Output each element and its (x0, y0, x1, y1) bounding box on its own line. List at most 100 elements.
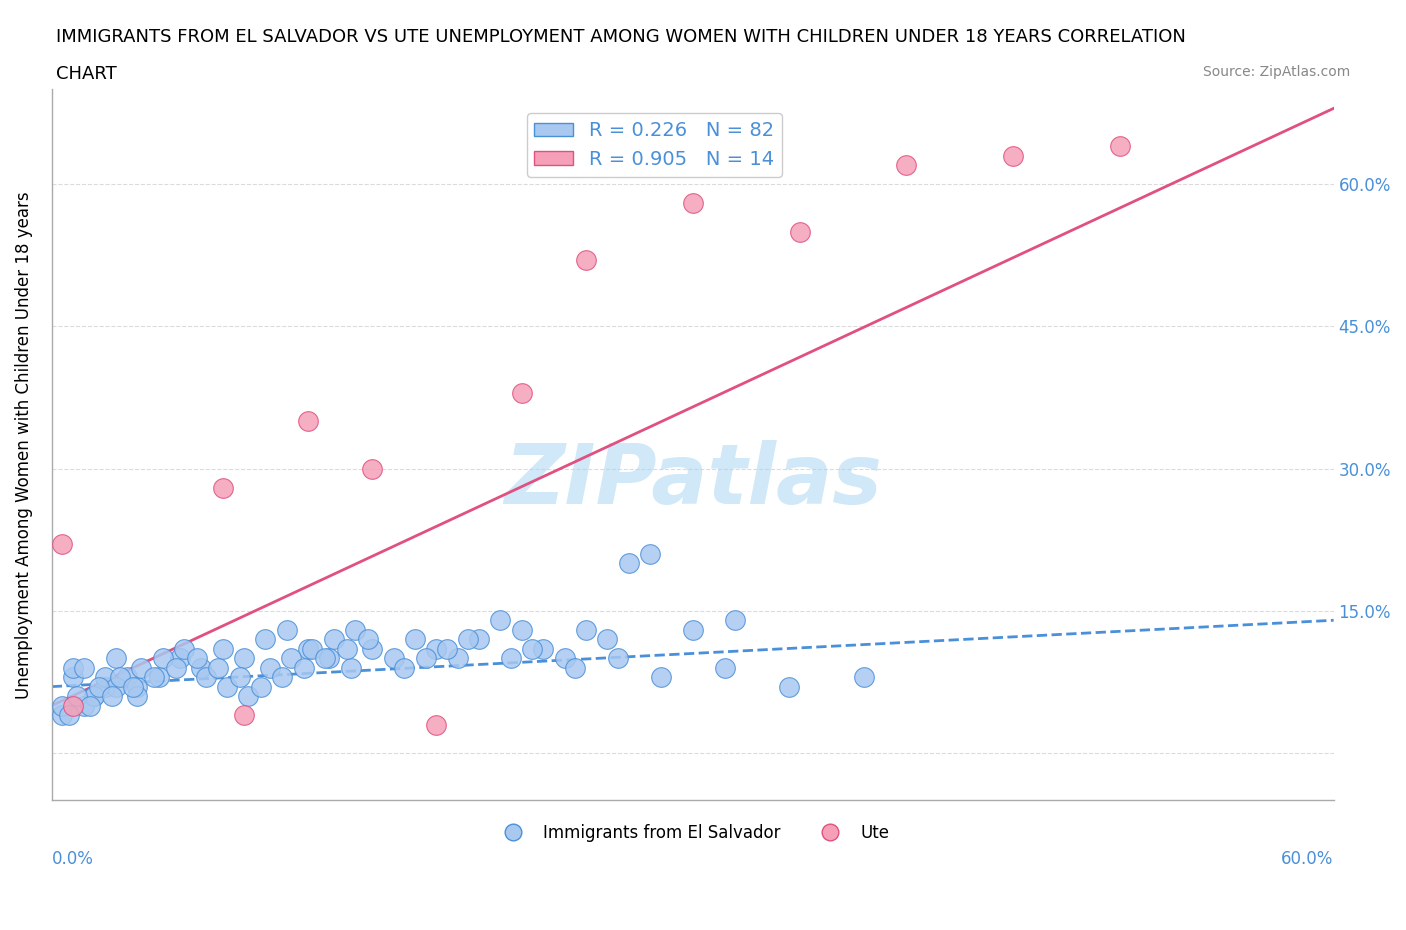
Point (297, 414, 319, 429)
Point (415, 651, 437, 666)
Point (361, 642, 384, 657)
Point (66, 688, 89, 703)
Point (233, 651, 256, 666)
Point (564, 660, 586, 675)
Point (489, 613, 512, 628)
Point (436, 642, 458, 657)
Point (152, 651, 174, 666)
Point (259, 660, 281, 675)
Point (207, 660, 229, 675)
Point (215, 679, 238, 694)
Point (314, 651, 336, 666)
Text: 0.0%: 0.0% (52, 850, 94, 868)
Y-axis label: Unemployment Among Women with Children Under 18 years: Unemployment Among Women with Children U… (15, 191, 32, 698)
Point (344, 622, 367, 637)
Point (606, 651, 628, 666)
Point (468, 631, 491, 646)
Point (650, 670, 672, 684)
Point (404, 631, 426, 646)
Point (83, 688, 105, 703)
Point (190, 660, 212, 675)
Point (169, 651, 191, 666)
Point (127, 679, 149, 694)
Point (1002, 148, 1025, 163)
Point (425, 717, 447, 732)
Point (724, 613, 747, 628)
Point (104, 679, 127, 694)
Point (254, 631, 277, 646)
Point (280, 651, 302, 666)
Point (73, 698, 96, 713)
Point (501, 651, 523, 666)
Point (79, 698, 101, 713)
Point (250, 679, 273, 694)
Point (575, 622, 598, 637)
Text: ZIPatlas: ZIPatlas (503, 440, 882, 521)
Point (58, 708, 80, 723)
Point (789, 224, 811, 239)
Point (233, 708, 256, 723)
Point (778, 679, 800, 694)
Point (276, 622, 298, 637)
Point (238, 688, 260, 703)
Text: Source: ZipAtlas.com: Source: ZipAtlas.com (1202, 65, 1350, 79)
Text: CHART: CHART (56, 65, 117, 83)
Point (100, 688, 122, 703)
Point (522, 642, 544, 657)
Point (211, 642, 233, 657)
Point (394, 660, 416, 675)
Point (447, 651, 470, 666)
Point (194, 670, 217, 684)
Point (271, 670, 294, 684)
Legend: Immigrants from El Salvador, Ute: Immigrants from El Salvador, Ute (489, 817, 896, 849)
Point (340, 660, 363, 675)
Point (115, 670, 138, 684)
Text: 60.0%: 60.0% (1281, 850, 1334, 868)
Point (638, 547, 661, 562)
Point (173, 642, 195, 657)
Point (51, 708, 73, 723)
Point (94, 679, 117, 694)
Point (211, 480, 233, 495)
Point (361, 461, 384, 476)
Point (131, 660, 153, 675)
Point (510, 622, 533, 637)
Point (165, 660, 187, 675)
Point (510, 385, 533, 400)
Point (457, 631, 479, 646)
Point (852, 670, 875, 684)
Point (122, 679, 145, 694)
Point (425, 642, 447, 657)
Point (108, 670, 131, 684)
Point (682, 622, 704, 637)
Point (682, 195, 704, 210)
Point (73, 660, 96, 675)
Point (336, 642, 359, 657)
Point (229, 670, 252, 684)
Point (148, 670, 170, 684)
Point (1109, 139, 1132, 153)
Point (62, 698, 84, 713)
Point (104, 651, 127, 666)
Point (531, 642, 554, 657)
Point (297, 642, 319, 657)
Point (87, 679, 110, 694)
Point (51, 537, 73, 551)
Point (575, 253, 598, 268)
Point (617, 556, 640, 571)
Point (553, 651, 575, 666)
Point (896, 158, 918, 173)
Point (318, 651, 340, 666)
Point (186, 651, 208, 666)
Point (596, 631, 619, 646)
Point (83, 688, 105, 703)
Point (713, 660, 735, 675)
Point (62, 670, 84, 684)
Point (292, 660, 315, 675)
Point (94, 670, 117, 684)
Point (301, 642, 323, 657)
Point (143, 670, 166, 684)
Text: IMMIGRANTS FROM EL SALVADOR VS UTE UNEMPLOYMENT AMONG WOMEN WITH CHILDREN UNDER : IMMIGRANTS FROM EL SALVADOR VS UTE UNEMP… (56, 28, 1187, 46)
Point (51, 698, 73, 713)
Point (62, 660, 84, 675)
